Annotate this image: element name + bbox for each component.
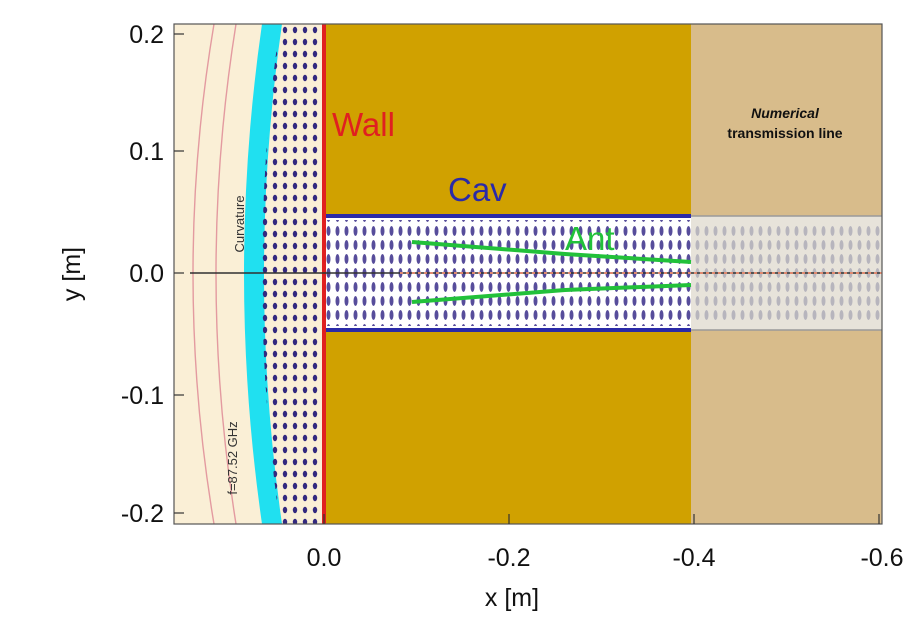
- y-axis-label: y [m]: [58, 247, 86, 301]
- x-tick-label-2: -0.2: [487, 544, 530, 572]
- curvature-label: Curvature: [232, 195, 247, 252]
- frequency-label: f=87.52 GHz: [225, 421, 240, 494]
- ntl-label-line2: transmission line: [727, 125, 842, 141]
- plot-area: [174, 24, 882, 524]
- y-tick-label-2: 0.1: [129, 138, 164, 166]
- wall-label: Wall: [332, 106, 395, 143]
- wall-block-lower: [324, 330, 691, 524]
- ntl-label-line1: Numerical: [751, 105, 820, 121]
- x-tick-label-3: -0.4: [672, 544, 715, 572]
- x-tick-label-1: 0.0: [307, 544, 342, 572]
- dotted-layer: [262, 24, 324, 524]
- x-axis-label: x [m]: [485, 584, 539, 612]
- y-tick-label-1: 0.2: [129, 21, 164, 49]
- y-tick-label-3: 0.0: [129, 260, 164, 288]
- x-tick-label-4: -0.6: [860, 544, 903, 572]
- ant-label: Ant: [565, 220, 615, 257]
- ntl-block-lower: [691, 330, 882, 524]
- cav-label: Cav: [448, 171, 507, 208]
- y-tick-label-5: -0.2: [121, 500, 164, 528]
- y-tick-label-4: -0.1: [121, 382, 164, 410]
